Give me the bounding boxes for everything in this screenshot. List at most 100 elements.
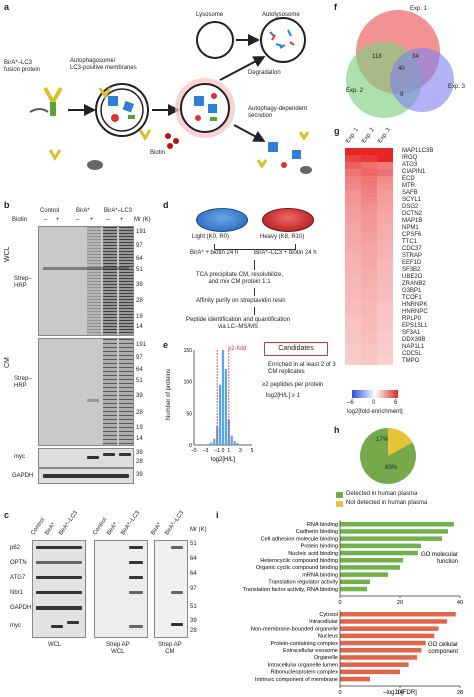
- i-cc-group-label: GO cellular: [428, 642, 458, 648]
- heatmap-cell: [361, 162, 377, 169]
- heatmap-row: CIAPIN1: [345, 169, 470, 176]
- heatmap-cell: [377, 197, 393, 204]
- d-step-1: TCA precipitate CM, resolubilize, and mi…: [196, 272, 284, 285]
- b-myc-label: myc: [14, 454, 25, 460]
- heatmap-row: EEF1D: [345, 260, 470, 267]
- heatmap-row: SF3B2: [345, 267, 470, 274]
- c-group-wcl: WCL: [48, 642, 62, 648]
- heatmap-cell: [361, 239, 377, 246]
- d-step-3: Peptide identification and quantificatio…: [186, 317, 291, 330]
- heatmap-gene-label: IRGQ: [402, 155, 418, 161]
- heatmap-cell: [377, 316, 393, 323]
- e-xlabel: log2[H/L]: [211, 457, 235, 463]
- e-hist-bar: [224, 369, 227, 445]
- c-row-myc: myc: [10, 623, 21, 629]
- heatmap-cell: [345, 330, 361, 337]
- heatmap-gene-label: ATG3: [402, 162, 418, 168]
- b-cm-marker-19: 19: [136, 425, 143, 431]
- b-sign-5: –: [106, 217, 110, 223]
- heatmap-cell: [345, 288, 361, 295]
- heatmap-gene-label: SCYL1: [402, 197, 422, 203]
- e-hist-bar: [207, 443, 210, 445]
- heatmap-cell: [377, 295, 393, 302]
- heatmap-gene-label: DCTN2: [402, 211, 423, 217]
- e-hist-bar: [233, 441, 236, 445]
- c-col-control-1: Control: [30, 517, 47, 537]
- e-fold-label: ≥2-fold: [228, 346, 247, 352]
- heatmap-cell: [377, 204, 393, 211]
- i-cc-bar: [340, 612, 456, 617]
- heatmap-cell: [345, 253, 361, 260]
- b-wcl-marker-39: 39: [136, 282, 143, 288]
- c-row-optn: OPTN: [10, 560, 27, 566]
- d-merge-bracket: [214, 244, 296, 250]
- heatmap-gene-label: CDC5L: [402, 351, 422, 357]
- i-xlabel: –log10[FDR]: [383, 690, 417, 696]
- heatmap-cell: [377, 239, 393, 246]
- heatmap-cell: [361, 316, 377, 323]
- heatmap-row: ECD: [345, 176, 470, 183]
- heatmap-gene-label: CIAPIN1: [402, 169, 426, 175]
- f-exp2-label: Exp. 2: [346, 88, 364, 94]
- i-mf-group-label: GO molecular: [421, 552, 458, 558]
- heavy-dish-icon: [262, 208, 314, 232]
- b-wcl-marker-19: 19: [136, 314, 143, 320]
- i-mf-bar: [340, 543, 421, 549]
- h-legend-not: Not detected in human plasma: [346, 500, 428, 506]
- heatmap-gene-label: MTR: [402, 183, 415, 189]
- d-arrow-2: [254, 288, 255, 296]
- g-scale-label: log2[fold enrichment]: [347, 409, 403, 415]
- heatmap-row: TCOF1: [345, 295, 470, 302]
- heatmap-gene-label: ZRANB2: [402, 281, 426, 287]
- heatmap-gene-label: HNRNPK: [402, 302, 428, 308]
- b-myc-marker-28: 28: [136, 459, 143, 465]
- h-legend-detected-swatch: [336, 492, 343, 498]
- c-col-bira-2: BirA*: [106, 521, 120, 537]
- heatmap-gene-label: STRAP: [402, 253, 423, 259]
- e-hist-bar: [210, 442, 213, 445]
- heatmap-row: TMPO: [345, 358, 470, 365]
- heatmap-cell: [361, 267, 377, 274]
- i-cc-term-label: Organelle: [314, 655, 338, 661]
- panel-label-e: e: [163, 340, 169, 350]
- f-count-40: 40: [398, 66, 405, 72]
- heatmap-cell: [361, 309, 377, 316]
- i-cc-bar: [340, 676, 370, 682]
- panel-label-g: g: [334, 126, 340, 136]
- heatmap-gene-label: MAP1LC3B: [402, 148, 434, 154]
- heatmap-gene-label: SAFB: [402, 190, 418, 196]
- heatmap-cell: [345, 337, 361, 344]
- heatmap-gene-label: DSG2: [402, 204, 419, 210]
- e-criteria-2: ≥2 peptides per protein: [262, 382, 324, 388]
- heatmap-cell: [345, 204, 361, 211]
- b-sign-1: –: [44, 217, 48, 223]
- lysosome-icon: [196, 21, 234, 59]
- i-cc-term-label: Nucleus: [318, 634, 338, 640]
- heatmap-cell: [377, 225, 393, 232]
- i-cc-term-label: Intracellular organelle lumen: [268, 662, 338, 668]
- heatmap-cell: [361, 155, 377, 162]
- e-ytick: 50: [186, 411, 192, 417]
- f-count-118: 118: [372, 54, 382, 60]
- heatmap-row: SCYL1: [345, 197, 470, 204]
- b-cm-marker-28: 28: [136, 410, 143, 416]
- c-col-lc3-1: BirA*–LC3: [58, 510, 80, 537]
- heatmap-cell: [361, 281, 377, 288]
- c-marker-6: 39: [190, 618, 197, 624]
- heatmap-cell: [361, 148, 377, 155]
- heatmap-row: SAFB: [345, 190, 470, 197]
- panel-a-schematic: BirA*–LC3 fusion protein Autophagosome/ …: [0, 0, 330, 198]
- heatmap-cell: [361, 225, 377, 232]
- autophagy-schematic-illustration: [29, 17, 312, 174]
- b-cm-strep-label: Strep– HRP: [14, 376, 32, 389]
- e-hist-bar: [236, 443, 239, 445]
- b-sign-4: +: [90, 217, 94, 223]
- heatmap-cell: [345, 183, 361, 190]
- heatmap-row: DCTN2: [345, 211, 470, 218]
- heatmap-gene-label: RPLP0: [402, 316, 422, 322]
- g-col-exp2: Exp. 2: [361, 127, 376, 145]
- heatmap-cell: [377, 309, 393, 316]
- heatmap-gene-label: SF3A1: [402, 330, 421, 336]
